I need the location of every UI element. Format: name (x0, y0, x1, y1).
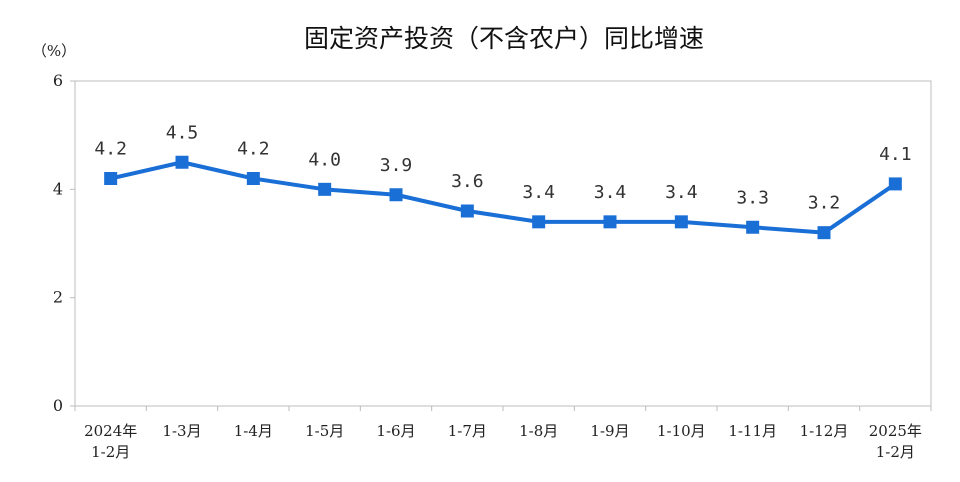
data-label: 4.5 (166, 122, 199, 143)
data-point (817, 226, 831, 240)
y-axis-unit: （%） (32, 42, 76, 60)
y-tick-label: 6 (53, 71, 63, 90)
data-label: 3.9 (380, 155, 413, 176)
x-tick-label: 1-6月 (376, 422, 415, 440)
y-tick-label: 2 (53, 288, 63, 307)
series-line (108, 160, 898, 235)
x-tick-label: 1-10月 (657, 422, 706, 440)
data-label: 4.2 (94, 139, 127, 160)
data-label: 4.0 (308, 149, 341, 170)
series-container: 4.2 4.5 4.2 4.0 3.9 3.6 3.4 3.4 3.4 3.3 3.2 4.1 (94, 122, 912, 240)
data-point (460, 204, 474, 218)
x-tick-label: 2025年 1-2月 (869, 422, 922, 461)
data-label: 3.6 (451, 171, 484, 192)
data-point (104, 172, 118, 185)
data-point (389, 188, 403, 202)
data-label: 4.2 (237, 139, 270, 160)
y-tick-label: 4 (53, 179, 63, 198)
y-axis: 0 2 4 6 (53, 71, 75, 415)
x-tick-label: 1-9月 (590, 422, 629, 440)
plot-frame (74, 80, 932, 407)
x-axis: 2024年 1-2月 1-3月 1-4月 1-5月 1-6月 1-7月 1-8月 1-9月 1-1… (74, 406, 932, 461)
data-label: 3.4 (522, 182, 555, 203)
data-point (746, 220, 760, 234)
x-tick-label: 1-4月 (234, 422, 273, 440)
data-point (888, 177, 902, 191)
data-label: 3.4 (665, 182, 698, 203)
x-tick-label: 1-8月 (519, 422, 558, 440)
data-point (532, 215, 546, 229)
data-label: 3.3 (736, 187, 769, 208)
chart-title: 固定资产投资（不含农户）同比增速 (304, 24, 704, 53)
x-tick-label: 1-7月 (448, 422, 487, 440)
data-label: 4.1 (879, 144, 912, 165)
x-tick-label: 1-5月 (305, 422, 344, 440)
x-tick-label: 1-3月 (162, 422, 201, 440)
x-tick-label: 1-11月 (728, 422, 777, 440)
data-point (674, 215, 688, 229)
x-tick-label: 2024年 1-2月 (84, 422, 137, 461)
x-tick-label: 1-12月 (800, 422, 849, 440)
data-label: 3.2 (808, 193, 841, 214)
data-label: 3.4 (594, 182, 627, 203)
data-point (175, 155, 189, 169)
data-point (246, 172, 260, 185)
data-point (603, 215, 617, 229)
data-point (318, 182, 332, 196)
y-tick-label: 0 (53, 396, 63, 415)
